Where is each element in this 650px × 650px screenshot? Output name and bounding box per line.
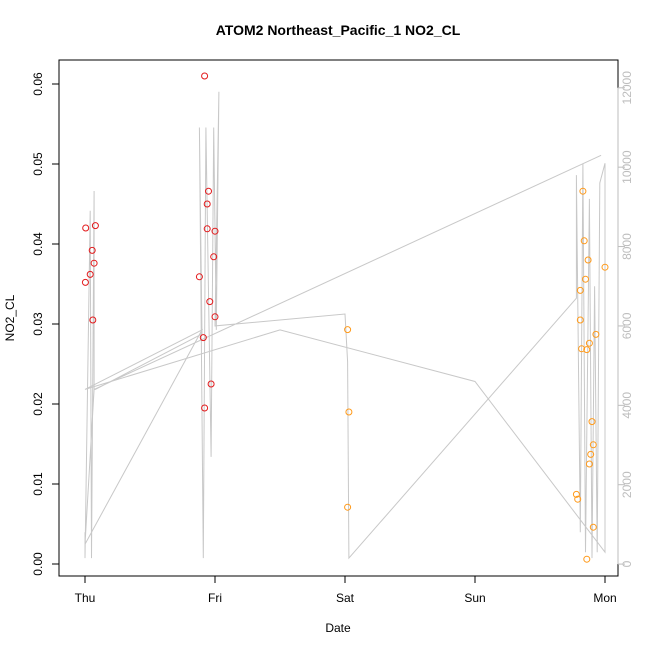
y2-tick-label: 0 xyxy=(620,560,634,567)
data-point xyxy=(88,246,96,254)
y-axis-label: NO2_CL xyxy=(3,294,17,341)
x-tick-label: Thu xyxy=(75,591,96,605)
data-point xyxy=(574,495,582,503)
data-point xyxy=(203,225,211,233)
y-tick-label: 0.03 xyxy=(31,312,45,336)
data-point xyxy=(583,555,591,563)
x-axis-label: Date xyxy=(325,621,351,635)
data-point xyxy=(81,278,89,286)
data-point xyxy=(195,273,203,281)
data-point xyxy=(579,187,587,195)
plot-frame xyxy=(58,59,619,577)
data-point xyxy=(592,330,600,338)
y2-axis: 0 2000 4000 6000 8000 10000 12000 xyxy=(617,71,634,567)
data-point xyxy=(344,503,352,511)
x-tick-label: Mon xyxy=(593,591,616,605)
y-tick-label: 0.00 xyxy=(31,552,45,576)
data-point xyxy=(572,490,580,498)
data-point xyxy=(90,259,98,267)
data-point xyxy=(91,222,99,230)
data-point xyxy=(345,408,353,416)
data-point xyxy=(578,345,586,353)
data-point xyxy=(589,441,597,449)
data-point xyxy=(86,270,94,278)
data-point xyxy=(580,237,588,245)
data-point xyxy=(582,275,589,283)
altitude-line-layer xyxy=(84,91,606,560)
points-layer xyxy=(81,72,609,563)
y2-tick-label: 2000 xyxy=(620,471,634,498)
altitude-line xyxy=(84,91,606,560)
data-point xyxy=(211,227,219,235)
data-point xyxy=(211,313,219,321)
data-point xyxy=(205,187,212,195)
data-point xyxy=(82,224,90,232)
y2-tick-label: 10000 xyxy=(620,150,634,184)
data-point xyxy=(583,346,591,354)
x-tick-label: Fri xyxy=(208,591,222,605)
data-point xyxy=(207,380,215,388)
y-tick-label: 0.05 xyxy=(31,152,45,176)
data-point xyxy=(601,263,609,271)
data-point xyxy=(585,460,593,468)
data-point xyxy=(584,256,592,264)
data-point xyxy=(199,334,207,342)
data-point xyxy=(210,253,218,261)
y2-tick-label: 6000 xyxy=(620,312,634,339)
data-point xyxy=(206,298,214,306)
data-point xyxy=(344,326,352,334)
y-axis: 0.00 0.01 0.02 0.03 0.04 0.05 0.06 xyxy=(31,72,60,576)
data-point xyxy=(201,404,209,412)
data-point xyxy=(576,316,584,324)
data-point xyxy=(585,339,593,347)
y2-tick-label: 8000 xyxy=(620,233,634,260)
y-tick-label: 0.01 xyxy=(31,472,45,496)
x-tick-label: Sun xyxy=(464,591,485,605)
y2-tick-label: 4000 xyxy=(620,392,634,419)
data-point xyxy=(201,72,209,80)
x-tick-label: Sat xyxy=(336,591,355,605)
data-point xyxy=(589,523,597,531)
x-axis: Thu Fri Sat Sun Mon xyxy=(75,575,617,605)
data-point xyxy=(203,200,211,208)
data-point xyxy=(587,450,595,458)
data-point xyxy=(576,286,584,294)
y-tick-label: 0.04 xyxy=(31,232,45,256)
y-tick-label: 0.06 xyxy=(31,72,45,96)
chart-title: ATOM2 Northeast_Pacific_1 NO2_CL xyxy=(216,22,461,38)
y-tick-label: 0.02 xyxy=(31,392,45,416)
y2-tick-label: 12000 xyxy=(620,71,634,105)
data-point xyxy=(89,316,97,324)
data-point xyxy=(588,418,596,426)
